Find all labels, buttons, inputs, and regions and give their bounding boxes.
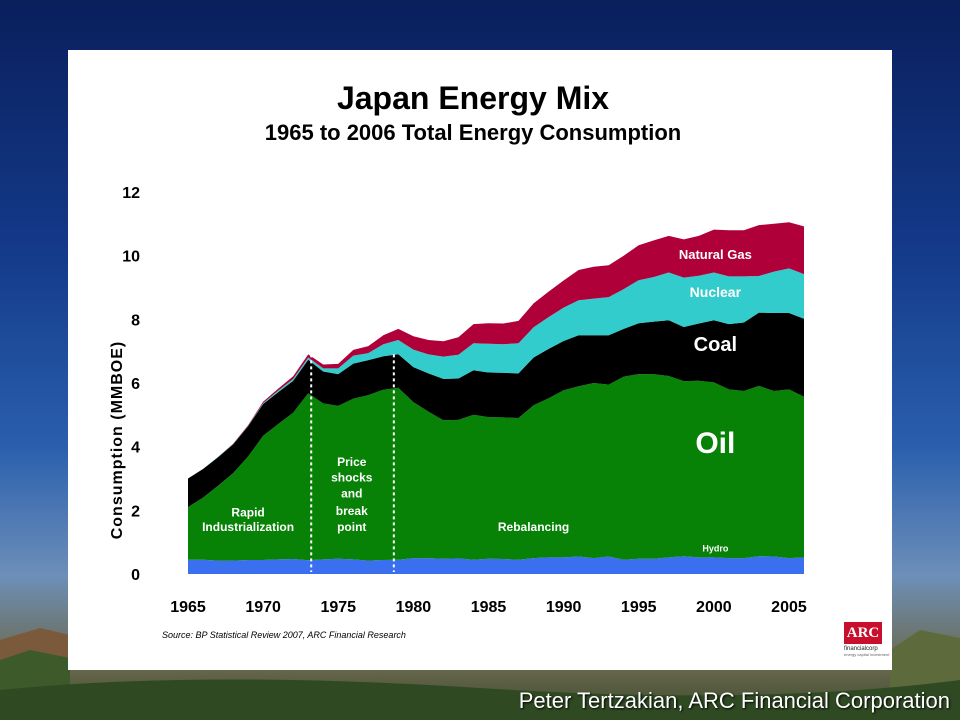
era-label: Industrialization	[202, 520, 294, 534]
era-label: point	[337, 520, 366, 534]
x-tick-label: 1965	[170, 599, 206, 616]
energy-mix-chart: 0 2 4 6 8 10 12 1965 1970 1975 1980 1985 1990 1995 200…	[122, 185, 807, 616]
arc-logo: ARC financialcorp energy capital investm…	[844, 622, 890, 662]
x-tick-label: 1970	[245, 599, 281, 616]
y-tick-label: 10	[122, 249, 140, 266]
y-tick-label: 0	[131, 567, 140, 584]
era-label: break	[336, 504, 368, 518]
logo-subtext: financialcorp	[844, 646, 878, 652]
series-label-nuclear: Nuclear	[690, 284, 742, 300]
x-tick-label: 2000	[696, 599, 732, 616]
series-nuclear-area	[188, 268, 804, 479]
source-note: Source: BP Statistical Review 2007, ARC …	[162, 630, 406, 640]
chart-panel: Japan Energy Mix 1965 to 2006 Total Ener…	[68, 50, 892, 670]
series-natural-gas-area	[188, 222, 804, 479]
logo-mark: ARC	[844, 622, 882, 644]
era-label: Rapid	[231, 506, 264, 520]
series-label-oil: Oil	[695, 427, 735, 460]
x-tick-label: 1975	[320, 599, 356, 616]
mountain-background	[0, 628, 960, 720]
x-tick-label: 1995	[621, 599, 657, 616]
y-tick-label: 8	[131, 312, 140, 329]
series-hydro-area	[188, 556, 804, 574]
y-tick-label: 2	[131, 503, 140, 520]
era-label: Price	[337, 455, 367, 469]
series-coal-area	[188, 312, 804, 508]
x-tick-label: 2005	[771, 599, 807, 616]
x-tick-label: 1985	[471, 599, 507, 616]
era-label: Rebalancing	[498, 520, 569, 534]
series-label-natural-gas: Natural Gas	[679, 247, 752, 262]
series-label-hydro: Hydro	[702, 544, 729, 554]
era-label: shocks	[331, 471, 373, 485]
era-label: and	[341, 487, 362, 501]
y-tick-label: 6	[131, 376, 140, 393]
logo-tagline: energy capital investment	[844, 652, 890, 657]
y-tick-label: 4	[131, 440, 140, 457]
x-tick-label: 1980	[396, 599, 432, 616]
series-label-coal: Coal	[694, 334, 737, 356]
chart-subtitle: 1965 to 2006 Total Energy Consumption	[264, 120, 682, 145]
footer-credit: Peter Tertzakian, ARC Financial Corporat…	[518, 688, 950, 713]
x-tick-label: 1990	[546, 599, 582, 616]
series-oil-area	[188, 374, 804, 561]
chart-title: Japan Energy Mix	[336, 80, 610, 116]
y-tick-label: 12	[122, 185, 140, 202]
